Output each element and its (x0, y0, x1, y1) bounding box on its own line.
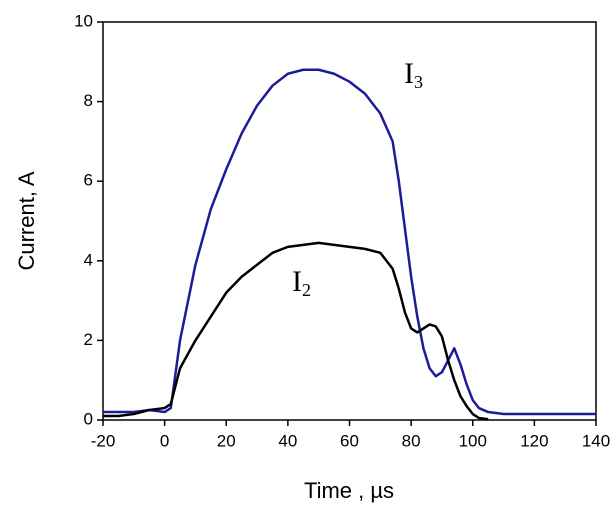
y-tick-label: 0 (84, 409, 93, 428)
data-line (103, 241, 489, 421)
x-tick-label: 0 (160, 431, 169, 450)
x-tick-label: 100 (459, 431, 487, 450)
x-tick-label: 60 (340, 431, 359, 450)
annotation-subscript: 3 (414, 72, 423, 92)
annotation-text: I (404, 57, 414, 90)
y-tick-label: 4 (84, 250, 93, 269)
x-tick-label: -20 (91, 431, 116, 450)
data-line (103, 68, 596, 416)
x-tick-label: 20 (217, 431, 236, 450)
annotation-text: I (292, 265, 302, 298)
x-tick-label: 120 (520, 431, 548, 450)
x-axis-label: Time , µs (304, 478, 394, 503)
y-axis-label: Current, A (14, 171, 39, 270)
y-tick-label: 6 (84, 171, 93, 190)
annotation: I2 (292, 265, 311, 300)
y-tick-label: 10 (74, 11, 93, 30)
x-tick-label: 80 (402, 431, 421, 450)
y-tick-label: 2 (84, 330, 93, 349)
annotation: I3 (404, 57, 423, 92)
x-tick-label: 140 (582, 431, 610, 450)
y-tick-label: 8 (84, 91, 93, 110)
annotation-subscript: 2 (302, 280, 311, 300)
x-tick-label: 40 (278, 431, 297, 450)
